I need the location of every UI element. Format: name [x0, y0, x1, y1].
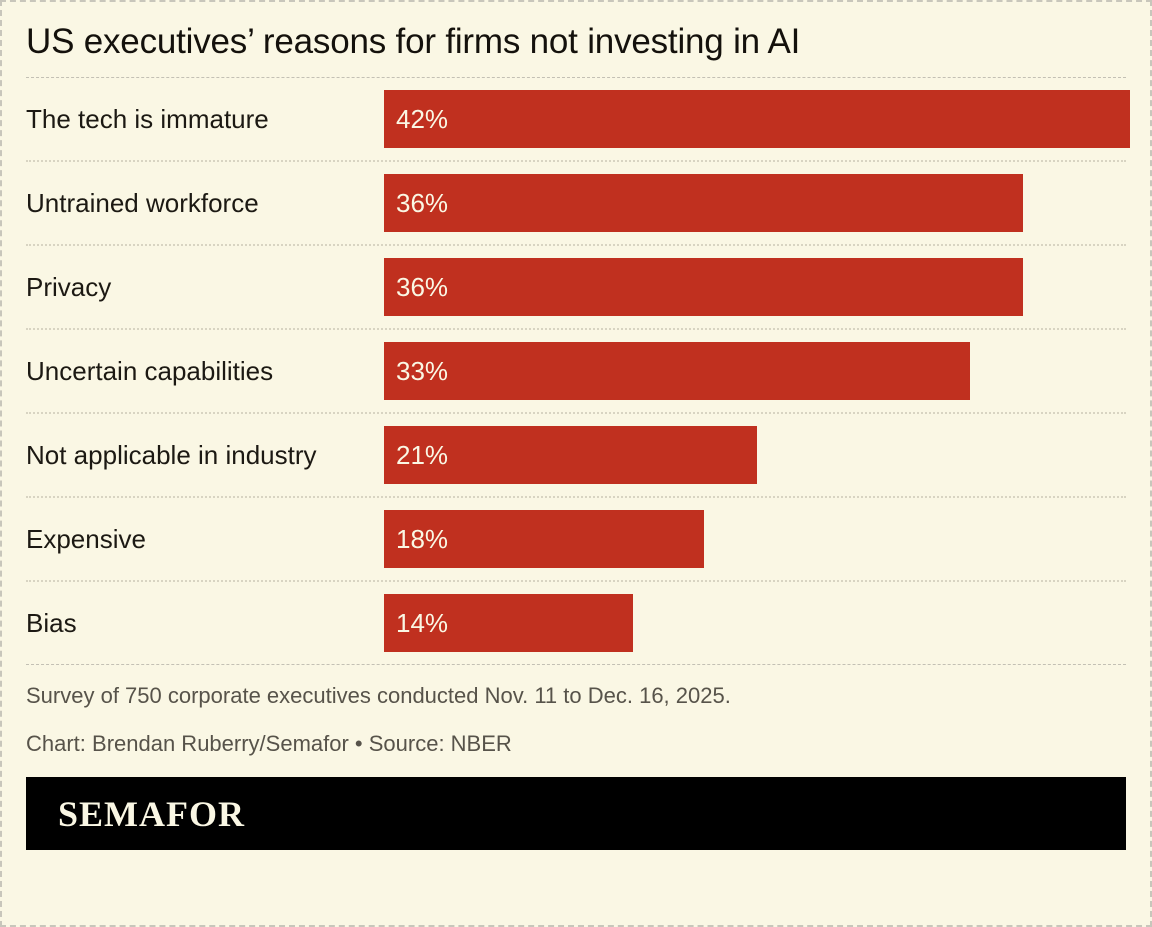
bar: 33%: [384, 342, 971, 401]
page-title: US executives’ reasons for firms not inv…: [26, 22, 801, 61]
bar-row: Not applicable in industry 21%: [26, 414, 1126, 496]
footnote-divider: [26, 664, 1126, 666]
bar-value-label: 36%: [396, 272, 449, 303]
bar: 21%: [384, 426, 757, 485]
bar-rows: The tech is immature 42% Untrained workfor…: [26, 78, 1130, 664]
bar: 14%: [384, 594, 633, 653]
bar-track: 18%: [384, 510, 1126, 569]
bar: 42%: [384, 90, 1130, 149]
bar-track: 33%: [384, 342, 1126, 401]
bar-category-label: Uncertain capabilities: [26, 356, 274, 387]
bar-track: 42%: [384, 90, 1130, 149]
row-divider: [26, 580, 1126, 583]
bar-category-label: Expensive: [26, 524, 146, 555]
bar-row: Untrained workforce 36%: [26, 162, 1126, 244]
bar-value-label: 21%: [396, 440, 449, 471]
row-divider: [26, 412, 1126, 415]
bar-value-label: 14%: [396, 608, 449, 639]
footnote-credit: Chart: Brendan Ruberry/Semafor • Source:…: [26, 731, 512, 757]
semafor-wordmark: SEMAFOR: [58, 793, 245, 834]
bar-category-label: Privacy: [26, 272, 112, 303]
bar-value-label: 33%: [396, 356, 449, 387]
bar-row: The tech is immature 42%: [26, 78, 1130, 160]
footnotes: Survey of 750 corporate executives condu…: [26, 665, 1126, 755]
bar-category-label: The tech is immature: [26, 104, 269, 135]
bar-row: Privacy 36%: [26, 246, 1126, 328]
bar: 18%: [384, 510, 704, 569]
semafor-logo-bar: SEMAFOR: [26, 777, 1126, 851]
bar-value-label: 36%: [396, 188, 449, 219]
row-divider: [26, 496, 1126, 499]
bar-value-label: 18%: [396, 524, 449, 555]
row-divider: [26, 244, 1126, 247]
bar-value-label: 42%: [396, 104, 449, 135]
bar-category-label: Untrained workforce: [26, 188, 259, 219]
bar-row: Expensive 18%: [26, 498, 1126, 580]
row-divider: [26, 160, 1126, 163]
title-block: US executives’ reasons for firms not inv…: [26, 2, 1126, 77]
bar-row: Bias 14%: [26, 582, 1126, 664]
bar: 36%: [384, 258, 1024, 317]
bar-category-label: Not applicable in industry: [26, 440, 317, 471]
bar-row: Uncertain capabilities 33%: [26, 330, 1126, 412]
bar-track: 21%: [384, 426, 1126, 485]
title-divider: [26, 77, 1126, 79]
bar-track: 14%: [384, 594, 1126, 653]
row-divider: [26, 328, 1126, 331]
bar: 36%: [384, 174, 1024, 233]
bar-track: 36%: [384, 258, 1126, 317]
bar-category-label: Bias: [26, 608, 77, 639]
footnote-survey: Survey of 750 corporate executives condu…: [26, 683, 731, 709]
bar-track: 36%: [384, 174, 1126, 233]
